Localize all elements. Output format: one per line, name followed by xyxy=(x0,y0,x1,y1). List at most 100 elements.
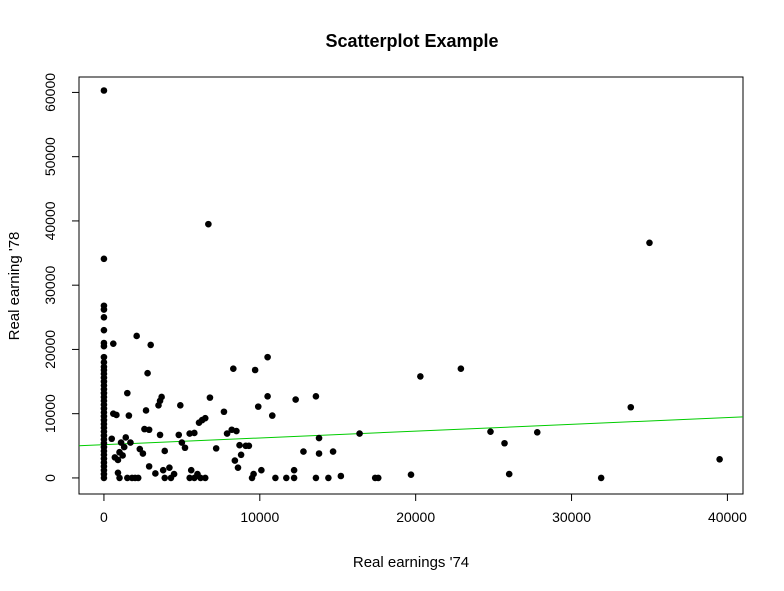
data-point xyxy=(627,403,635,411)
data-point xyxy=(223,430,231,437)
data-point xyxy=(175,431,183,439)
data-point xyxy=(268,412,276,419)
data-point xyxy=(315,450,323,457)
data-point xyxy=(230,365,237,373)
trend-line xyxy=(78,416,744,447)
data-point xyxy=(177,402,184,409)
points-layer xyxy=(100,87,723,482)
x-axis-title: Real earnings '74 xyxy=(353,554,469,571)
data-point xyxy=(116,474,123,482)
data-point xyxy=(201,414,209,422)
data-point xyxy=(290,466,298,474)
data-point xyxy=(114,456,122,464)
x-axis: 0 10000 20000 30000 40000 xyxy=(100,493,747,525)
data-point xyxy=(100,255,108,263)
data-point xyxy=(312,474,320,482)
data-point xyxy=(100,87,108,94)
data-point xyxy=(100,306,108,313)
data-point xyxy=(231,457,239,464)
data-point xyxy=(191,429,198,437)
data-point xyxy=(139,450,147,457)
data-point xyxy=(290,474,298,482)
data-point xyxy=(533,429,541,436)
data-point xyxy=(147,341,154,349)
data-point xyxy=(161,447,169,455)
data-point xyxy=(258,466,265,474)
y-tick-label: 20000 xyxy=(42,330,58,369)
data-point xyxy=(356,430,363,437)
data-point xyxy=(120,443,128,451)
data-point xyxy=(337,472,345,480)
data-point xyxy=(187,466,195,474)
data-point xyxy=(251,366,259,374)
y-tick-label: 60000 xyxy=(42,73,58,112)
data-point xyxy=(186,474,193,482)
data-point xyxy=(124,474,131,482)
data-point xyxy=(329,448,337,455)
data-point xyxy=(144,369,151,377)
y-axis: 0 10000 20000 30000 40000 50000 60000 xyxy=(42,73,80,482)
data-point xyxy=(205,220,212,228)
y-tick-label: 0 xyxy=(42,474,58,482)
x-tick-label: 20000 xyxy=(396,509,435,525)
data-point xyxy=(646,239,653,247)
data-point xyxy=(245,442,253,450)
data-point xyxy=(100,326,108,334)
data-point xyxy=(156,431,164,439)
data-point xyxy=(374,474,382,482)
data-point xyxy=(125,412,133,419)
data-point xyxy=(254,403,262,410)
data-point xyxy=(212,445,220,452)
y-tick-label: 10000 xyxy=(42,394,58,433)
data-point xyxy=(237,451,245,459)
x-tick-label: 40000 xyxy=(708,509,747,525)
data-point xyxy=(122,434,130,441)
data-point xyxy=(124,389,131,397)
data-point xyxy=(264,353,271,361)
data-point xyxy=(145,426,153,434)
y-tick-label: 40000 xyxy=(42,201,58,240)
data-point xyxy=(100,314,108,321)
data-point xyxy=(312,393,320,400)
data-point xyxy=(417,373,424,380)
data-point xyxy=(134,474,142,482)
data-point xyxy=(201,474,209,482)
data-point xyxy=(283,474,290,482)
data-point xyxy=(159,466,167,474)
data-point xyxy=(315,434,323,442)
data-point xyxy=(127,439,134,446)
x-tick-label: 10000 xyxy=(240,509,279,525)
data-point xyxy=(108,435,116,443)
data-point xyxy=(264,393,271,400)
data-point xyxy=(272,474,279,482)
data-point xyxy=(233,427,240,435)
data-point xyxy=(113,411,120,419)
data-point xyxy=(100,474,108,482)
data-point xyxy=(100,342,108,350)
data-point xyxy=(234,464,242,471)
data-point xyxy=(114,469,122,477)
data-point xyxy=(181,444,189,452)
data-point xyxy=(119,452,126,459)
y-tick-label: 50000 xyxy=(42,137,58,176)
data-point xyxy=(170,470,178,478)
data-point xyxy=(206,394,214,401)
trend-line-layer xyxy=(78,416,744,447)
data-point xyxy=(716,456,723,463)
data-point xyxy=(597,474,605,482)
data-point xyxy=(220,408,228,416)
data-point xyxy=(501,439,508,447)
chart-title: Scatterplot Example xyxy=(325,31,498,51)
data-point xyxy=(407,471,415,479)
x-tick-label: 0 xyxy=(100,509,108,525)
data-point xyxy=(487,428,494,435)
data-point xyxy=(457,365,465,373)
data-point xyxy=(152,470,159,477)
data-point xyxy=(300,448,307,455)
data-point xyxy=(166,464,173,471)
y-tick-label: 30000 xyxy=(42,266,58,305)
data-point xyxy=(178,439,186,446)
data-point xyxy=(292,396,299,403)
y-axis-title: Real earning '78 xyxy=(6,232,23,341)
